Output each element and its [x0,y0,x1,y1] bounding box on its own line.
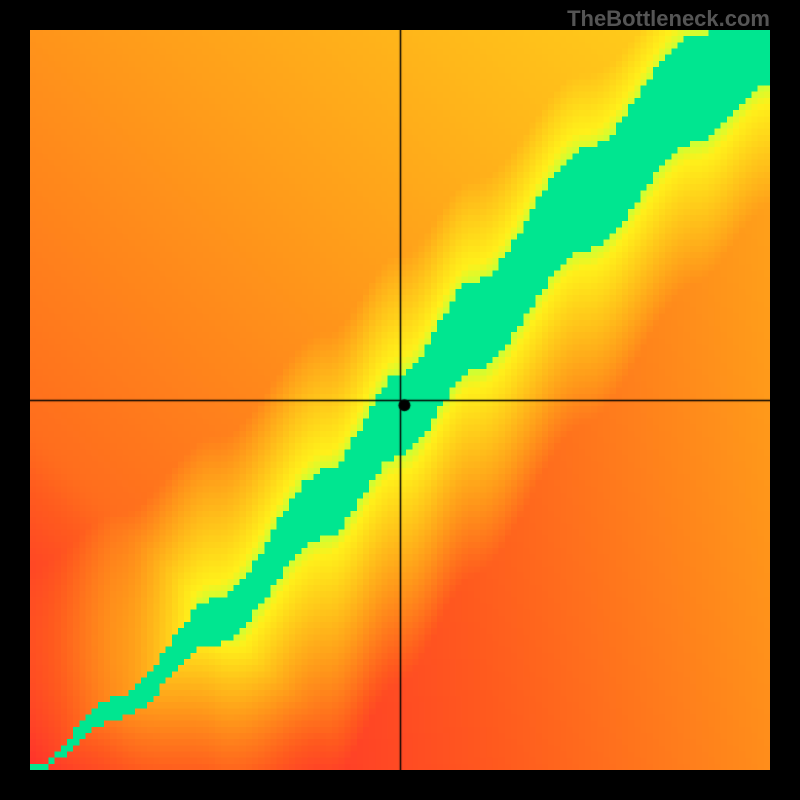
watermark-text: TheBottleneck.com [567,6,770,32]
crosshair-overlay-canvas [30,30,770,770]
